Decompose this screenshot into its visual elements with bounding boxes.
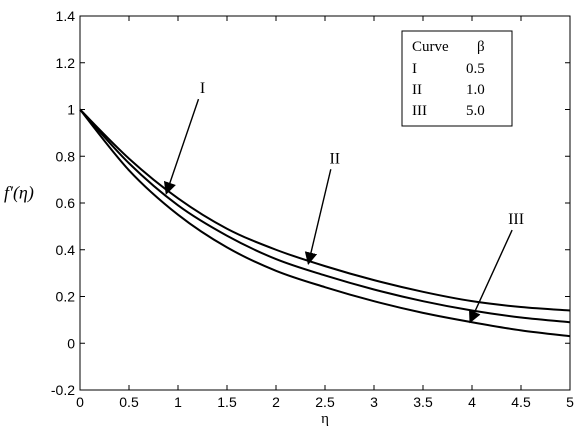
x-tick-label: 1.5 [217,394,237,410]
x-tick-label: 0 [76,394,84,410]
y-tick-label: 1.4 [56,8,76,24]
x-tick-label: 4.5 [511,394,531,410]
y-tick-label: 1 [67,102,75,118]
y-tick-label: 0.8 [56,148,76,164]
annotation-arrow-i [163,98,200,195]
legend-curve-ii: II [412,82,422,98]
series-line-i [79,108,571,312]
legend-beta-iii: 5.0 [466,103,485,119]
x-tick-label: 5 [566,394,574,410]
x-tick-label: 0.5 [119,394,139,410]
x-tick-label: 3.5 [413,394,433,410]
y-tick-label: -0.2 [51,382,75,398]
x-tick-label: 2.5 [315,394,335,410]
annotation-label-iii: III [508,211,524,228]
series-line-ii [79,108,571,324]
legend-curve-i: I [412,61,417,77]
annotation-label-ii: II [329,150,340,167]
annotation-label-i: I [200,80,205,97]
y-tick-label: 0.4 [56,242,76,258]
y-tick-label: 0.6 [56,195,76,211]
y-tick-label: 0.2 [56,289,76,305]
legend-beta-ii: 1.0 [466,82,485,98]
y-axis-label: f′(η) [4,182,34,203]
y-tick-label: 1.2 [56,55,76,71]
x-tick-label: 3 [370,394,378,410]
legend-box [401,30,513,127]
y-tick-label: 0 [67,335,75,351]
legend: Curve β I 0.5 II 1.0 III 5.0 [401,30,513,127]
x-tick-label: 1 [174,394,182,410]
legend-header-curve: Curve [412,39,449,55]
plot-area: 0 0.5 1 1.5 2 2.5 3 3.5 4 4.5 5-0.200.20.40.60.811… [4,8,574,427]
x-tick-label: 4 [468,394,476,410]
annotation-arrow-iii [469,229,513,324]
x-tick-label: 2 [272,394,280,410]
series-line-iii [79,108,571,338]
legend-header-beta: β [477,39,485,55]
legend-curve-iii: III [412,103,427,119]
x-axis-label: η [321,411,329,427]
annotation-arrow-ii [304,169,332,266]
legend-beta-i: 0.5 [466,61,485,77]
